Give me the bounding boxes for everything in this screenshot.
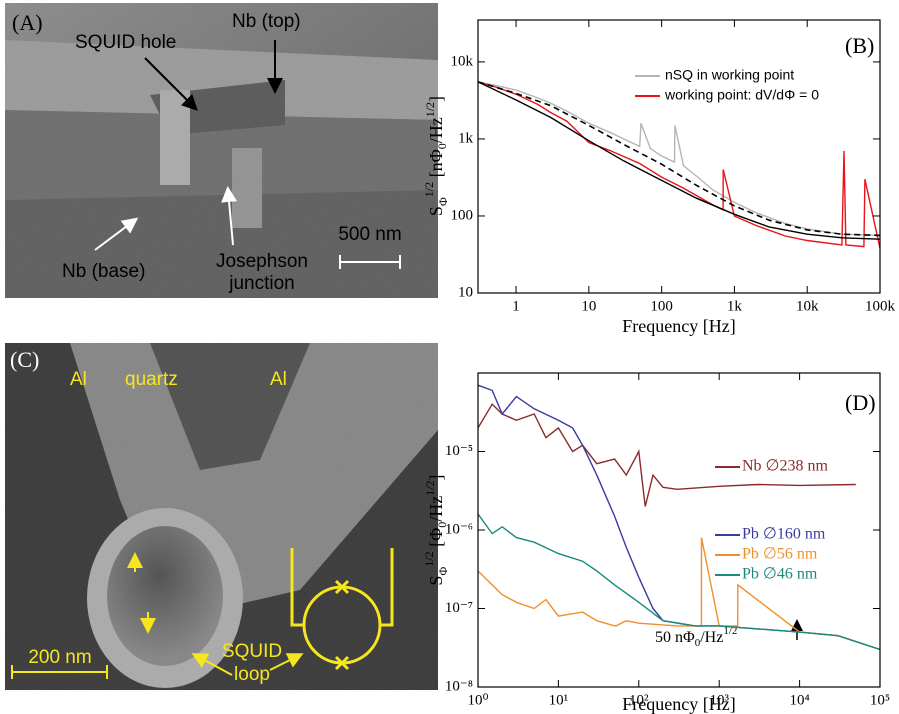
x-tick-label: 10 [581, 298, 596, 314]
annotation: quartz [125, 369, 178, 390]
x-axis-label: Frequency [Hz] [622, 316, 735, 336]
x-tick-label: 1k [727, 298, 743, 314]
y-tick-label: 10 [458, 284, 473, 300]
x-tick-label: 10⁰ [467, 692, 488, 708]
y-axis-label: SΦ1/2 [nΦ0/Hz1/2] [422, 96, 450, 216]
annotation: SQUID [222, 641, 282, 662]
annotation: Al [70, 369, 87, 390]
legend-label: Pb ∅56 nm [742, 546, 818, 563]
x-tick-label: 100k [865, 298, 896, 314]
x-tick-label: 10k [796, 298, 819, 314]
plot-frame [477, 19, 881, 294]
annotation: Nb (top) [232, 11, 301, 32]
x-tick-label: 10² [629, 692, 649, 708]
sem-image-c: Al quartz Al 200 nm SQUID loop (C) [5, 343, 438, 690]
x-tick-label: 100 [650, 298, 673, 314]
annotation: 50 nΦ0/Hz1/2 [655, 625, 737, 649]
y-tick-label: 10⁻⁶ [445, 521, 473, 537]
y-tick-label: 10⁻⁷ [445, 600, 473, 616]
y-tick-label: 100 [451, 207, 474, 223]
annotation: Al [270, 369, 287, 390]
x-tick-label: 1 [512, 298, 520, 314]
legend-label: nSQ in working point [665, 67, 794, 83]
panel-label: (C) [10, 347, 39, 372]
scale-bar-label: 500 nm [338, 224, 401, 245]
annotation: junction [228, 273, 295, 294]
annotation: loop [234, 664, 270, 685]
scale-bar-label: 200 nm [28, 647, 91, 668]
series-line [478, 513, 880, 651]
series-line [478, 81, 880, 237]
y-tick-label: 10⁻⁵ [445, 443, 473, 459]
annotation: Josephson [216, 251, 308, 272]
panel-label: (D) [845, 390, 876, 415]
legend-label: Nb ∅238 nm [742, 458, 828, 475]
x-axis-label: Frequency [Hz] [622, 694, 735, 714]
y-tick-label: 10k [451, 53, 474, 69]
annotation: Nb (base) [62, 261, 145, 282]
x-tick-label: 10³ [709, 692, 729, 708]
annotation: SQUID hole [75, 32, 176, 53]
y-tick-label: 1k [458, 130, 474, 146]
series-line [478, 537, 880, 651]
y-tick-label: 10⁻⁸ [445, 678, 473, 694]
panel-label: (A) [12, 10, 43, 35]
x-tick-label: 10⁴ [789, 692, 809, 708]
series-line [478, 384, 880, 651]
series-line [478, 81, 880, 237]
series-line [478, 403, 856, 507]
series-line [478, 81, 880, 240]
legend-label: working point: dV/dΦ = 0 [664, 87, 819, 103]
panel-label: (B) [845, 33, 874, 58]
x-tick-label: 10¹ [549, 692, 569, 708]
sem-image-a: (A) SQUID hole Nb (top) Nb (base) Joseph… [5, 3, 438, 298]
x-tick-label: 10⁵ [870, 692, 890, 708]
y-axis-label: SΦ1/2 [Φ0/Hz1/2] [422, 474, 450, 585]
legend-label: Pb ∅160 nm [742, 526, 826, 543]
legend-label: Pb ∅46 nm [742, 566, 818, 583]
series-line [478, 81, 880, 249]
